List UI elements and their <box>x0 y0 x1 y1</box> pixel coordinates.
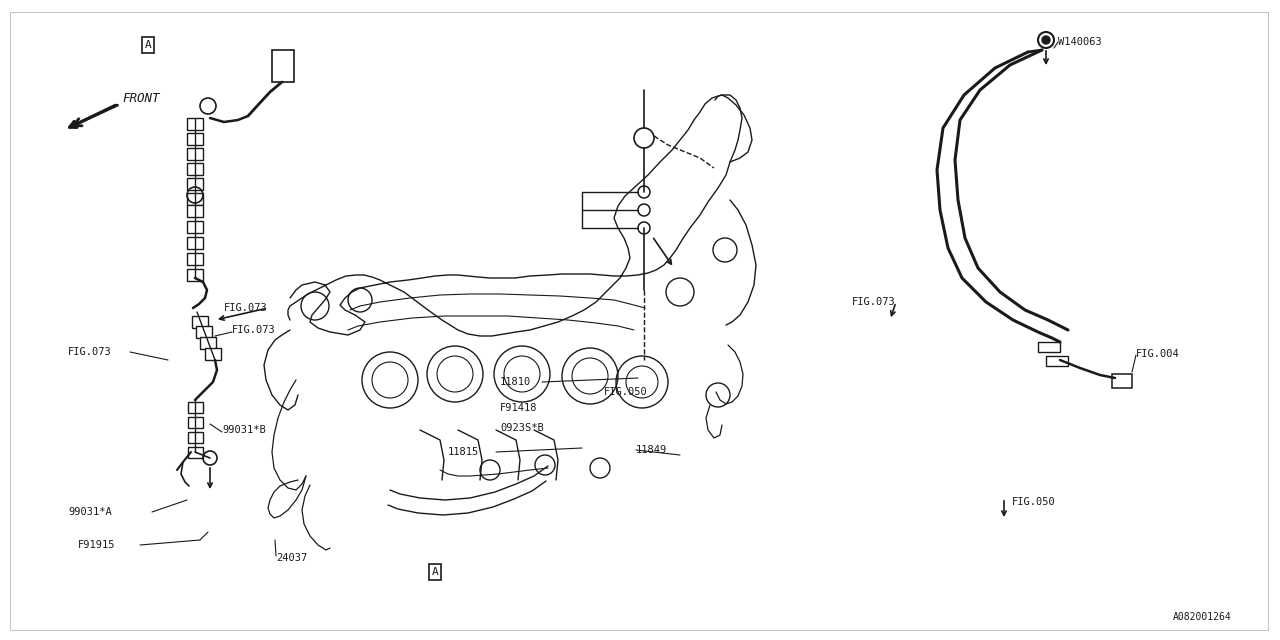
Bar <box>187 205 204 217</box>
Text: FIG.050: FIG.050 <box>604 387 648 397</box>
Bar <box>187 221 204 233</box>
Bar <box>196 326 212 338</box>
Text: FIG.050: FIG.050 <box>1012 497 1056 507</box>
Bar <box>187 133 204 145</box>
Text: 11849: 11849 <box>636 445 667 455</box>
Text: F91915: F91915 <box>78 540 115 550</box>
Text: 99031*A: 99031*A <box>68 507 111 517</box>
Bar <box>187 193 204 205</box>
Circle shape <box>1042 36 1050 44</box>
Bar <box>187 253 204 265</box>
Bar <box>1046 356 1068 366</box>
Bar <box>1038 342 1060 352</box>
Bar <box>187 269 204 281</box>
Bar <box>187 118 204 130</box>
Text: 0923S*B: 0923S*B <box>500 423 544 433</box>
Text: FIG.073: FIG.073 <box>852 297 896 307</box>
Bar <box>187 163 204 175</box>
Bar <box>188 447 204 458</box>
Bar <box>188 402 204 413</box>
Bar <box>200 337 216 349</box>
Text: W140063: W140063 <box>1059 37 1102 47</box>
Bar <box>188 432 204 443</box>
Bar <box>187 178 204 190</box>
Bar <box>1112 374 1132 388</box>
Text: 11810: 11810 <box>500 377 531 387</box>
Text: F91418: F91418 <box>500 403 538 413</box>
Bar <box>187 148 204 160</box>
Text: 24037: 24037 <box>276 553 307 563</box>
Bar <box>187 237 204 249</box>
Text: A082001264: A082001264 <box>1174 612 1231 622</box>
Text: A: A <box>145 40 151 50</box>
Text: A: A <box>431 567 438 577</box>
Bar <box>205 348 221 360</box>
Text: FRONT: FRONT <box>122 92 160 104</box>
Bar <box>188 417 204 428</box>
Bar <box>192 316 207 328</box>
Text: FIG.073: FIG.073 <box>68 347 111 357</box>
Text: 99031*B: 99031*B <box>221 425 266 435</box>
Text: FIG.073: FIG.073 <box>232 325 275 335</box>
Text: FIG.004: FIG.004 <box>1137 349 1180 359</box>
Bar <box>273 50 294 82</box>
Text: FIG.073: FIG.073 <box>224 303 268 313</box>
Text: 11815: 11815 <box>448 447 479 457</box>
